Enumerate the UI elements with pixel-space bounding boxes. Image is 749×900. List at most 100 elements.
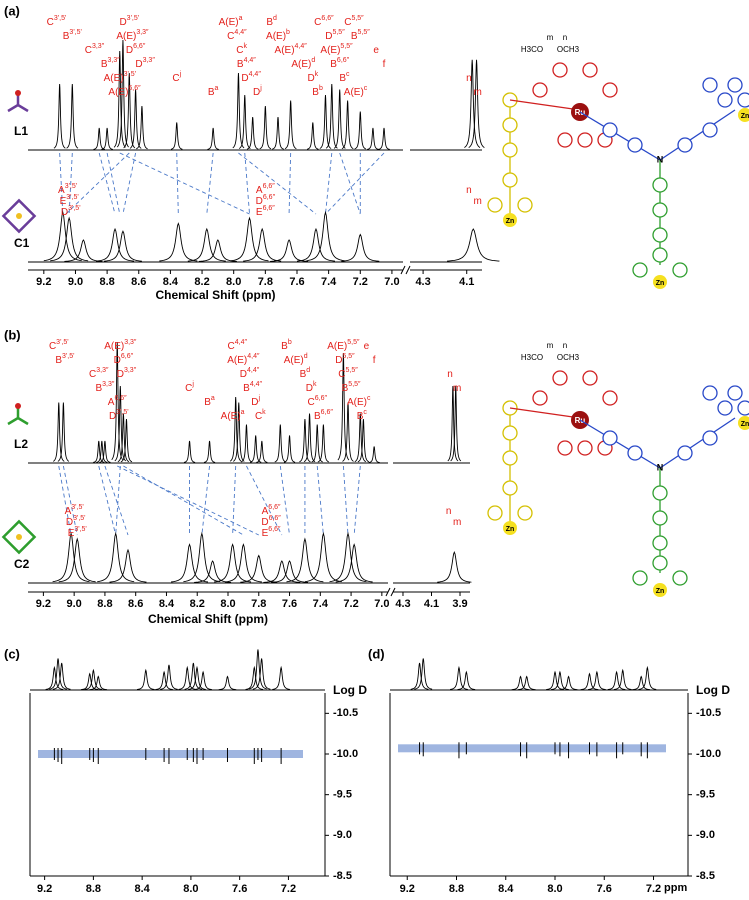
peak: [256, 440, 268, 463]
peak: [93, 440, 105, 463]
correlation-link: [316, 465, 324, 536]
x-axis-title: Chemical Shift (ppm): [148, 612, 268, 626]
peak-label: A(E)3,3″: [104, 339, 137, 352]
peak-label-sup: 3',5': [65, 183, 77, 190]
peak-label: A6,6″: [256, 183, 275, 196]
peak: [96, 440, 108, 463]
peak-label-sup: j: [179, 71, 182, 78]
peak-label: n: [447, 369, 453, 380]
peak: [367, 127, 379, 150]
ring: [532, 82, 548, 98]
peak-label-sup: 3',5': [54, 15, 66, 22]
peak: [333, 89, 346, 149]
peak-label-sup: j: [191, 381, 194, 388]
peak-label-base: D: [61, 207, 68, 218]
peak-label: C3',5': [47, 15, 67, 28]
ion-label: Zn: [656, 280, 665, 287]
projection-peak: [546, 670, 564, 690]
peak-label-sup: 6,6″: [133, 43, 146, 50]
peak-label-sup: b: [286, 29, 290, 36]
peak-label-base: C: [89, 369, 96, 380]
peak-label: C5,5″: [338, 367, 358, 380]
peak: [319, 94, 332, 149]
projection-peak: [80, 672, 99, 691]
ring: [627, 137, 643, 153]
peak-label-sup: c: [346, 71, 350, 78]
ring: [582, 62, 598, 78]
peak-label-base: D: [241, 73, 248, 84]
peak-label-base: B: [312, 87, 319, 98]
correlation-link: [342, 465, 349, 536]
peak-label: D3',5': [66, 515, 86, 528]
peak-label-base: B: [63, 31, 70, 42]
peak-label: Dk: [306, 381, 317, 394]
ring: [652, 535, 668, 551]
molecule-icon: [16, 534, 22, 540]
peak: [306, 210, 345, 262]
spectrum-name: C1: [14, 236, 30, 250]
projection-peak: [632, 675, 651, 691]
peak: [286, 537, 324, 583]
projection-peak: [607, 670, 626, 690]
peak-label: Ck: [255, 409, 266, 422]
peak-label-sup: 6,6″: [121, 353, 134, 360]
projection-peak: [178, 665, 197, 690]
peak-label: A3',5': [58, 183, 77, 196]
peak-label: A6,6″: [108, 395, 127, 408]
structure-label: OCH3: [557, 353, 580, 362]
peak: [283, 435, 296, 463]
peak-label-base: B: [55, 355, 62, 366]
peak-label-base: D: [126, 45, 133, 56]
x-tick-label: 7.6: [282, 598, 297, 610]
correlation-link: [176, 152, 179, 215]
peak-label-sup: a: [211, 395, 215, 402]
peak-label: D6,6″: [261, 515, 281, 528]
correlation-link: [201, 465, 210, 536]
peak-label: C4,4″: [228, 339, 248, 352]
peak-label-base: D: [261, 517, 268, 528]
peak-label: D6,6″: [256, 194, 276, 207]
x-tick-label: 7.2: [281, 883, 296, 895]
peak-label-sup: d: [304, 353, 308, 360]
peak: [337, 352, 350, 461]
peak: [171, 543, 209, 583]
projection-peak: [587, 670, 606, 690]
core-label: N: [657, 154, 664, 164]
peak-label-sup: k: [315, 71, 319, 78]
peak: [272, 116, 284, 150]
ring: [717, 400, 733, 416]
ring: [652, 247, 668, 263]
peak-label-base: B: [266, 17, 273, 28]
peak-label: m: [473, 196, 481, 207]
y-tick-label: -10.0: [696, 748, 721, 760]
peak-label-base: A(E): [327, 341, 347, 352]
projection-peak: [450, 665, 468, 690]
peak-label: A(E)3,3″: [116, 29, 149, 42]
correlation-link: [65, 152, 130, 215]
y-tick-label: -8.5: [696, 870, 715, 882]
projection-peak: [45, 665, 64, 690]
peak-label-base: B: [339, 73, 346, 84]
x-tick-label: 7.8: [258, 276, 273, 288]
peak: [238, 94, 251, 149]
peak-label-sup: d: [273, 15, 277, 22]
spectrum-name: L2: [14, 437, 28, 451]
peak: [136, 105, 148, 150]
correlation-link: [62, 465, 78, 536]
y-tick-label: -9.5: [333, 789, 352, 801]
peak-label-sup: 5,5″: [340, 43, 353, 50]
peak-label-base: B: [204, 397, 211, 408]
peak: [103, 230, 142, 262]
bond: [579, 419, 661, 469]
peak-label: n: [446, 506, 452, 517]
peak-label-base: C: [49, 341, 56, 352]
ring: [652, 510, 668, 526]
peak-label-sup: 5,5″: [342, 353, 355, 360]
peak-label-sup: 3',5': [62, 353, 74, 360]
x-tick-label: 7.4: [321, 276, 337, 288]
x-tick-label: 7.6: [289, 276, 304, 288]
peak: [311, 424, 323, 463]
peak-label-base: n: [446, 506, 452, 517]
peak-label: Ba: [208, 85, 219, 98]
